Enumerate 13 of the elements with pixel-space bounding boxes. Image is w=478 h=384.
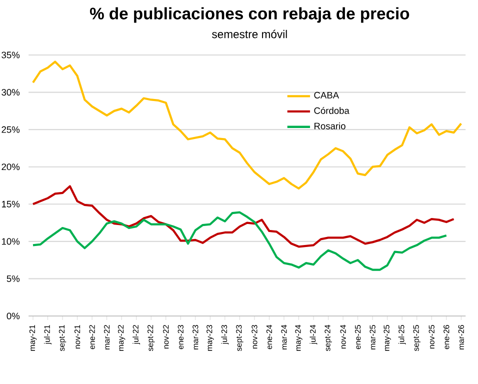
legend-label: Rosario	[314, 122, 346, 130]
y-tick-label: 10%	[2, 238, 20, 245]
y-tick-label: 20%	[2, 164, 20, 170]
chart-subtitle: semestre móvil	[212, 30, 287, 38]
y-tick-label: 30%	[2, 89, 20, 96]
legend-label: Córdoba	[314, 107, 350, 114]
legend-label: CABA	[314, 92, 340, 98]
y-tick-label: 5%	[6, 275, 20, 282]
y-tick-label: 35%	[2, 52, 20, 58]
y-tick-label: 15%	[2, 200, 20, 208]
y-tick-label: 25%	[2, 126, 20, 133]
chart-title: % de publicaciones con rebaja de precio	[90, 7, 410, 23]
y-tick-label: 0%	[6, 312, 20, 320]
